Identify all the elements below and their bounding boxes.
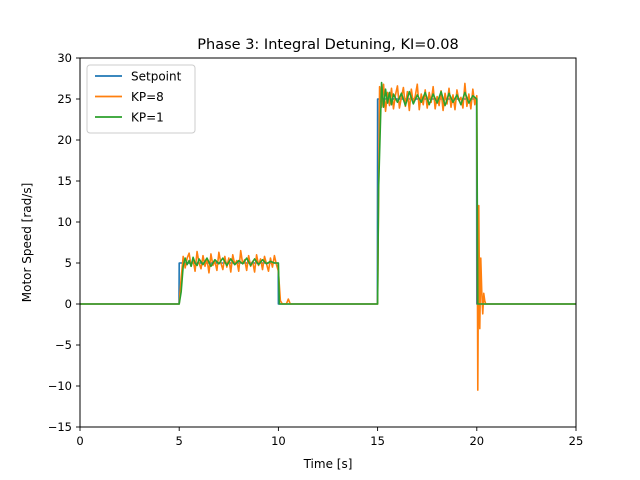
legend: Setpoint KP=8 KP=1 bbox=[86, 64, 196, 134]
y-axis-label: Motor Speed [rad/s] bbox=[20, 183, 34, 302]
y-tick-label: 0 bbox=[65, 297, 72, 311]
legend-box bbox=[86, 64, 196, 134]
y-tick-label: 25 bbox=[57, 92, 72, 106]
legend-label: KP=1 bbox=[131, 111, 164, 125]
y-tick-label: 5 bbox=[65, 256, 72, 270]
x-tick-label: 15 bbox=[370, 434, 385, 448]
x-axis-ticks: 0 5 10 15 20 25 bbox=[76, 427, 583, 448]
legend-label: KP=8 bbox=[131, 90, 164, 104]
series-line-kp-1 bbox=[80, 81, 576, 305]
y-tick-label: 30 bbox=[57, 51, 72, 65]
x-tick-label: 10 bbox=[271, 434, 286, 448]
plot-frame bbox=[79, 57, 577, 428]
series-layer bbox=[80, 81, 576, 391]
x-axis-label: Time [s] bbox=[303, 457, 353, 471]
y-axis-ticks: −15 −10 −5 0 5 10 15 20 25 30 bbox=[48, 51, 80, 434]
y-tick-label: 10 bbox=[57, 215, 72, 229]
legend-entries: Setpoint KP=8 KP=1 bbox=[95, 70, 182, 125]
y-tick-label: −5 bbox=[55, 338, 72, 352]
x-tick-label: 5 bbox=[176, 434, 183, 448]
x-tick-label: 20 bbox=[469, 434, 484, 448]
y-tick-label: 20 bbox=[57, 133, 72, 147]
y-tick-label: 15 bbox=[57, 174, 72, 188]
x-tick-label: 25 bbox=[569, 434, 584, 448]
y-tick-label: −15 bbox=[48, 420, 72, 434]
chart-title: Phase 3: Integral Detuning, KI=0.08 bbox=[197, 37, 458, 53]
y-tick-label: −10 bbox=[48, 379, 72, 393]
legend-label: Setpoint bbox=[131, 70, 182, 84]
x-tick-label: 0 bbox=[76, 434, 83, 448]
